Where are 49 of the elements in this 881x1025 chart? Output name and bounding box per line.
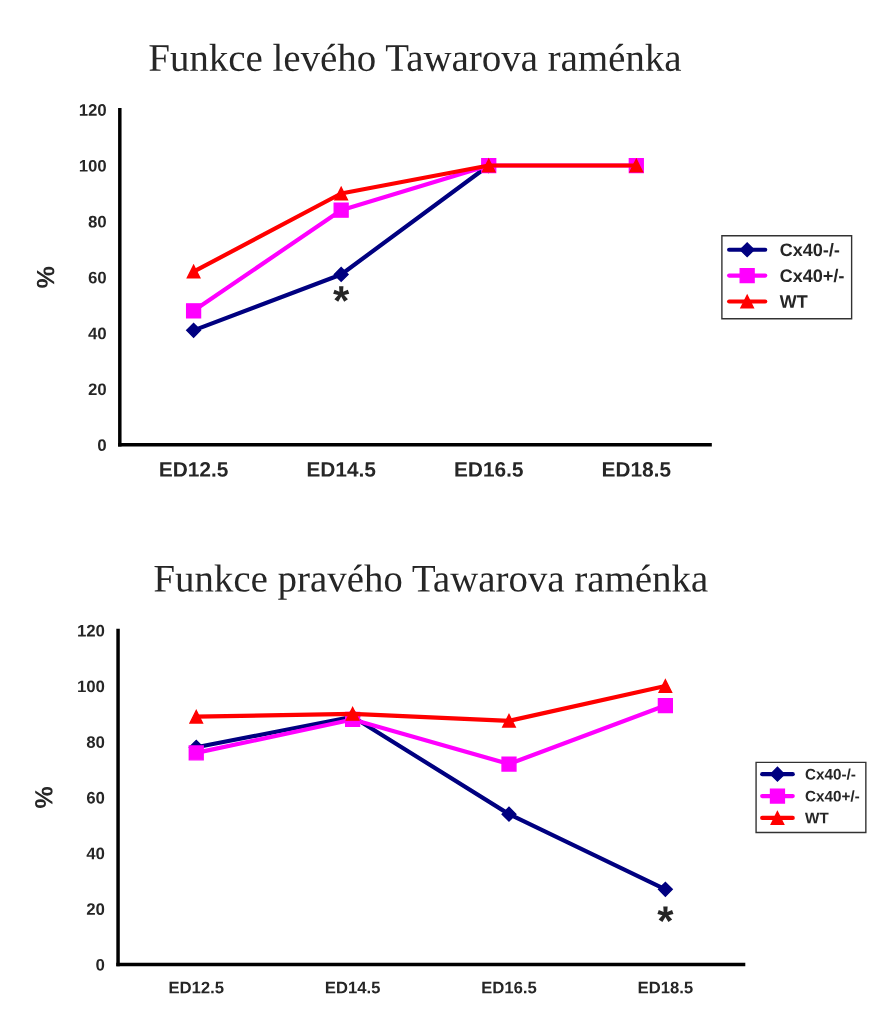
point [501,806,517,822]
point [189,709,204,724]
y-tick-label: 0 [98,439,106,452]
point [657,881,673,897]
point [333,266,349,283]
point [186,264,201,279]
x-tick-label: ED12.5 [169,981,224,994]
legend-label: Cx40+/- [780,268,844,283]
point [658,679,673,694]
x-tick-label: ED14.5 [307,462,376,477]
x-tick-label: ED16.5 [482,981,537,994]
y-tick-label: 100 [78,680,105,693]
y-tick-label: 100 [79,159,106,172]
y-tick-label: 80 [88,215,106,228]
x-tick-label: ED14.5 [325,981,380,994]
y-tick-label: 40 [86,847,105,860]
y-tick-label: 20 [86,903,105,916]
y-axis-title: % [35,786,53,808]
y-tick-label: 60 [86,791,105,804]
point [501,756,517,772]
chart-title: Funkce pravého Tawarova raménka [154,564,708,600]
y-tick-label: 60 [88,271,106,284]
point [502,713,516,728]
legend-label: Cx40-/- [805,768,856,780]
legend-label: Cx40-/- [780,242,840,257]
y-tick-label: 0 [96,958,105,971]
annotation: * [333,286,350,302]
legend-label: Cx40+/- [805,790,860,802]
point [333,202,349,218]
annotation: * [657,906,674,923]
point [345,706,360,721]
chart-title: Funkce levého Tawarova raménka [149,43,682,72]
x-tick-label: ED18.5 [602,462,671,477]
y-tick-label: 40 [88,327,106,340]
point [185,303,202,319]
y-tick-label: 80 [86,736,105,748]
y-tick-label: 20 [88,383,106,396]
point [334,186,349,201]
legend-label: WT [804,812,829,824]
point [188,745,204,761]
x-tick-label: ED18.5 [638,981,693,994]
y-axis-title: % [36,266,55,288]
x-tick-label: ED16.5 [455,462,523,477]
point [657,697,674,714]
point [186,322,202,338]
x-tick-label: ED12.5 [160,462,228,477]
y-tick-label: 120 [78,624,105,637]
legend-label: WT [779,295,808,308]
y-tick-label: 120 [79,104,106,116]
